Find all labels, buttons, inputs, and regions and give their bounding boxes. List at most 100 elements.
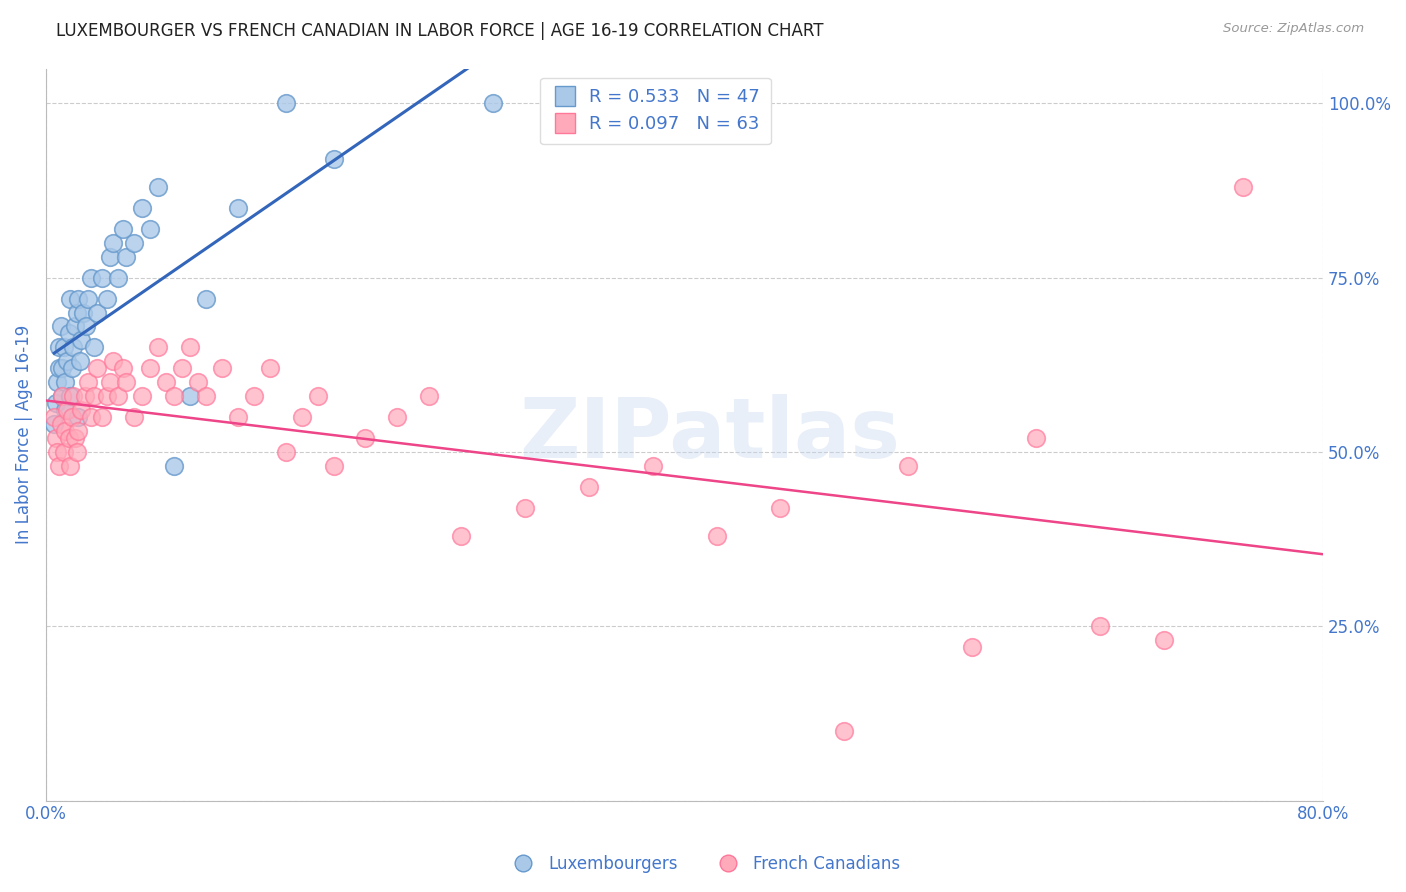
Point: [65, 305, 87, 319]
Point: [91, 270, 114, 285]
Point: [52, 340, 75, 354]
Point: [111, 361, 134, 376]
Point: [897, 458, 920, 473]
Point: [60, 361, 83, 376]
Legend: R = 0.533   N = 47, R = 0.097   N = 63: R = 0.533 N = 47, R = 0.097 N = 63: [540, 78, 770, 145]
Point: [52, 445, 75, 459]
Point: [107, 389, 129, 403]
Point: [63, 319, 86, 334]
Point: [482, 96, 505, 111]
Point: [58, 326, 80, 341]
Point: [211, 361, 233, 376]
Point: [170, 361, 193, 376]
Point: [45, 431, 67, 445]
Point: [70, 334, 93, 348]
Point: [131, 389, 153, 403]
Point: [163, 389, 186, 403]
Point: [49, 417, 72, 431]
Point: [48, 340, 70, 354]
Point: [187, 376, 209, 390]
Point: [1088, 619, 1111, 633]
Point: [53, 376, 76, 390]
Point: [59, 292, 82, 306]
Point: [242, 389, 264, 403]
Point: [226, 201, 249, 215]
Point: [107, 270, 129, 285]
Point: [67, 424, 90, 438]
Point: [86, 305, 108, 319]
Point: [274, 445, 297, 459]
Point: [69, 354, 91, 368]
Point: [59, 389, 82, 403]
Point: [56, 354, 79, 368]
Point: [86, 361, 108, 376]
Point: [70, 403, 93, 417]
Point: [832, 723, 855, 738]
Point: [641, 458, 664, 473]
Point: [80, 410, 103, 425]
Point: [53, 424, 76, 438]
Point: [80, 270, 103, 285]
Point: [49, 319, 72, 334]
Point: [139, 361, 162, 376]
Point: [56, 403, 79, 417]
Point: [115, 376, 138, 390]
Point: [53, 403, 76, 417]
Point: [59, 458, 82, 473]
Point: [83, 389, 105, 403]
Point: [307, 389, 329, 403]
Point: [387, 410, 409, 425]
Point: [578, 480, 600, 494]
Point: [51, 389, 73, 403]
Point: [98, 376, 121, 390]
Point: [139, 222, 162, 236]
Point: [67, 292, 90, 306]
Point: [83, 340, 105, 354]
Text: ZIPatlas: ZIPatlas: [520, 394, 901, 475]
Point: [1025, 431, 1047, 445]
Point: [290, 410, 312, 425]
Point: [51, 361, 73, 376]
Point: [115, 250, 138, 264]
Point: [44, 410, 66, 425]
Text: LUXEMBOURGER VS FRENCH CANADIAN IN LABOR FORCE | AGE 16-19 CORRELATION CHART: LUXEMBOURGER VS FRENCH CANADIAN IN LABOR…: [56, 22, 824, 40]
Point: [194, 389, 217, 403]
Point: [146, 180, 169, 194]
Point: [960, 640, 983, 655]
Point: [769, 500, 792, 515]
Point: [146, 340, 169, 354]
Point: [76, 376, 98, 390]
Point: [103, 354, 125, 368]
Point: [103, 235, 125, 250]
Point: [46, 376, 69, 390]
Point: [91, 410, 114, 425]
Point: [1232, 180, 1254, 194]
Point: [51, 389, 73, 403]
Point: [450, 529, 472, 543]
Point: [354, 431, 377, 445]
Point: [62, 389, 84, 403]
Point: [76, 292, 98, 306]
Point: [48, 458, 70, 473]
Point: [58, 431, 80, 445]
Point: [44, 417, 66, 431]
Point: [513, 500, 536, 515]
Point: [46, 445, 69, 459]
Point: [122, 410, 145, 425]
Point: [322, 152, 344, 166]
Point: [75, 319, 97, 334]
Point: [179, 389, 201, 403]
Point: [67, 410, 90, 425]
Point: [1153, 633, 1175, 648]
Y-axis label: In Labor Force | Age 16-19: In Labor Force | Age 16-19: [15, 325, 32, 544]
Point: [131, 201, 153, 215]
Point: [163, 458, 186, 473]
Point: [60, 410, 83, 425]
Point: [63, 431, 86, 445]
Point: [96, 292, 118, 306]
Point: [259, 361, 281, 376]
Point: [73, 389, 96, 403]
Point: [111, 222, 134, 236]
Point: [194, 292, 217, 306]
Point: [179, 340, 201, 354]
